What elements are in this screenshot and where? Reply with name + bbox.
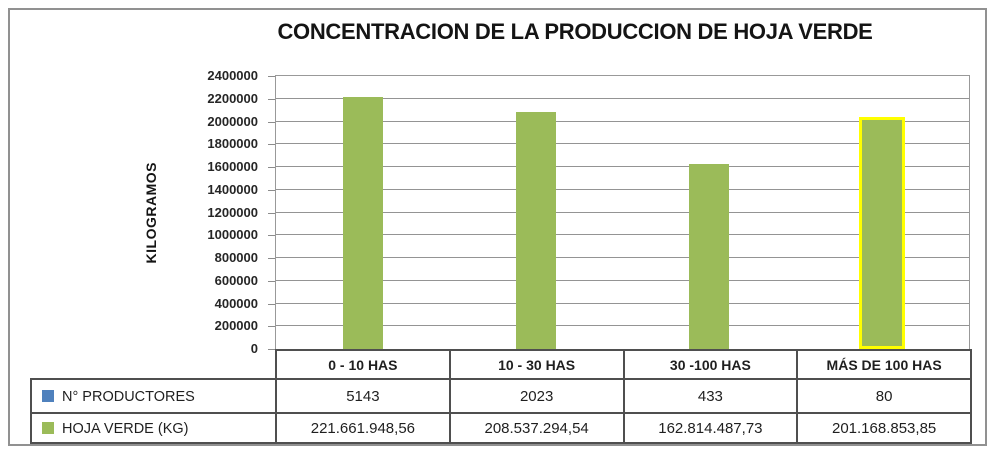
y-axis-tick-mark: [268, 326, 275, 328]
gridline: [276, 143, 969, 145]
gridline: [276, 234, 969, 236]
y-axis-tick-mark: [268, 98, 275, 100]
y-tick-label: 800000: [214, 250, 258, 265]
legend-label: N° PRODUCTORES: [62, 388, 195, 405]
gridline: [276, 302, 969, 304]
category-label: MÁS DE 100 HAS: [796, 349, 972, 380]
y-axis-ticks: [268, 75, 275, 350]
y-axis-tick-mark: [268, 303, 275, 305]
chart-title: CONCENTRACION DE LA PRODUCCION DE HOJA V…: [277, 19, 873, 44]
y-tick-label: 1000000: [207, 227, 258, 243]
y-tick-label: 2400000: [207, 68, 258, 83]
table-value: 201.168.853,85: [796, 412, 972, 444]
table-row: N° PRODUCTORES 5143 2023 433 80: [30, 378, 972, 414]
y-tick-label: 1400000: [207, 181, 258, 197]
table-value: 80: [796, 378, 972, 414]
legend-cell: N° PRODUCTORES: [30, 378, 277, 414]
y-axis-tick-mark: [268, 235, 275, 237]
gridline: [276, 120, 969, 122]
y-axis-tick-mark: [268, 76, 275, 77]
bar: [342, 96, 383, 349]
table-value: 162.814.487,73: [622, 412, 799, 444]
category-label: 10 - 30 HAS: [448, 349, 625, 380]
y-axis-tick-mark: [268, 349, 275, 350]
category-row: 0 - 10 HAS 10 - 30 HAS 30 -100 HAS MÁS DE 1…: [31, 349, 972, 380]
table-value: 5143: [275, 378, 451, 414]
y-axis-tick-mark: [268, 258, 275, 259]
data-table-body: 0 - 10 HAS 10 - 30 HAS 30 -100 HAS MÁS DE 1…: [30, 349, 972, 444]
legend-marker-icon: [42, 421, 54, 434]
y-axis-tick-mark: [268, 121, 275, 123]
table-value: 433: [622, 378, 799, 414]
chart-data-table: 0 - 10 HAS 10 - 30 HAS 30 -100 HAS MÁS DE 1…: [30, 349, 972, 444]
y-axis-tick-mark: [268, 144, 275, 146]
bar-highlighted: [859, 117, 906, 349]
gridline: [276, 279, 969, 281]
y-tick-label: 2000000: [207, 113, 258, 129]
y-axis-tick-mark: [268, 189, 275, 191]
y-tick-label: 1600000: [207, 159, 258, 174]
legend-label: HOJA VERDE (KG): [62, 420, 189, 437]
y-tick-label: 1800000: [207, 136, 258, 152]
y-axis-tick-mark: [268, 212, 275, 214]
y-tick-label: 2200000: [207, 90, 258, 106]
table-value: 208.537.294,54: [448, 412, 625, 444]
gridline: [276, 188, 969, 190]
plot-area: [275, 75, 970, 350]
y-tick-label: 1200000: [207, 204, 258, 220]
category-label: 30 -100 HAS: [622, 349, 799, 380]
table-row: HOJA VERDE (KG) 221.661.948,56 208.537.294…: [30, 412, 972, 444]
category-label: 0 - 10 HAS: [275, 349, 451, 380]
y-axis-labels: 0 200000 400000 600000 800000 1000000 1200000 1…: [150, 69, 258, 356]
y-axis-tick-mark: [268, 167, 275, 168]
y-tick-label: 200000: [214, 318, 258, 334]
bar: [689, 163, 730, 349]
gridline: [276, 325, 969, 327]
gridline: [276, 97, 969, 99]
table-value: 2023: [448, 378, 625, 414]
y-axis-tick-mark: [268, 280, 275, 282]
legend-marker-icon: [42, 389, 54, 402]
gridline: [276, 166, 969, 167]
gridline: [276, 257, 969, 258]
table-corner-cell: [31, 350, 277, 380]
bar: [515, 111, 556, 349]
y-tick-label: 400000: [214, 295, 258, 311]
gridline: [276, 211, 969, 213]
legend-cell: HOJA VERDE (KG): [30, 412, 277, 444]
y-tick-label: 0: [250, 341, 258, 356]
y-tick-label: 600000: [214, 272, 258, 288]
table-value: 221.661.948,56: [275, 412, 451, 444]
